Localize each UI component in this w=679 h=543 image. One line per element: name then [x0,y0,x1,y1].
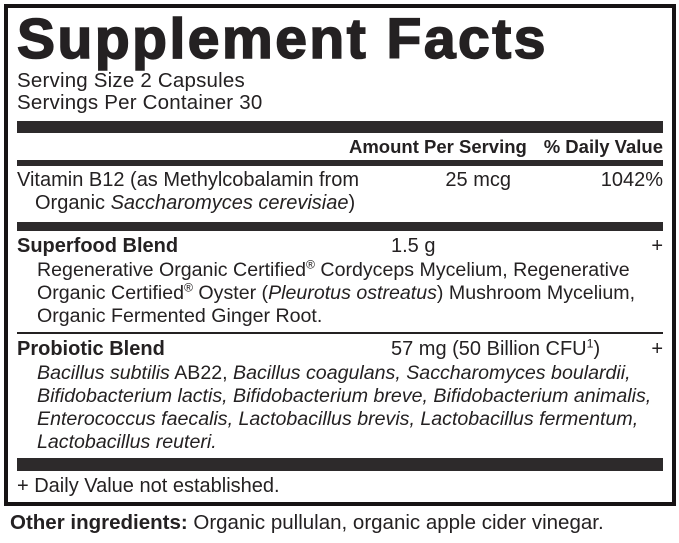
panel-title: Supplement Facts [16,7,548,71]
probiotic-blend-daily-value: + [651,338,663,360]
serving-size: Serving Size 2 Capsules [17,69,245,92]
divider-bar-top [17,121,663,133]
superfood-blend-daily-value: + [651,235,663,257]
vitamin-b12-daily-value: 1042% [600,169,663,191]
registered-mark: ® [306,257,315,272]
registered-mark: ® [184,280,193,295]
other-ingredients-text: Organic pullulan, organic apple cider vi… [187,511,604,534]
serving-info: Serving Size 2 Capsules Servings Per Con… [17,70,663,114]
divider-bar-footnote [17,458,663,471]
daily-value-footnote: + Daily Value not established. [17,475,280,497]
footnote-superscript: 1 [586,336,594,351]
vitamin-b12-name-line2: Organic Saccharomyces cerevisiae) [35,192,356,214]
column-header-amount: Amount Per Serving [349,136,527,157]
species-name: Pleurotus ostreatus [268,282,437,304]
vitamin-b12-amount: 25 mcg [445,169,511,191]
vitamin-b12-name-line1: Vitamin B12 (as Methylcobalamin from [17,169,359,191]
servings-per-container: Servings Per Container 30 [17,91,263,114]
superfood-blend-description: Regenerative Organic Certified® Cordycep… [37,257,636,327]
divider-rule-probiotic [17,332,663,334]
vitamin-b12-name: Vitamin B12 (as Methylcobalamin from Org… [17,169,377,215]
row-vitamin-b12: Vitamin B12 (as Methylcobalamin from Org… [17,166,663,215]
probiotic-blend-name: Probiotic Blend [17,338,165,360]
row-probiotic-blend: Probiotic Blend 57 mg (50 Billion CFU1) … [17,334,663,361]
supplement-facts-panel: Supplement Facts Serving Size 2 Capsules… [4,4,676,506]
row-superfood-blend: Superfood Blend 1.5 g + [17,231,663,258]
superfood-blend-name: Superfood Blend [17,235,179,257]
other-ingredients: Other ingredients: Organic pullulan, org… [4,511,676,535]
other-ingredients-label: Other ingredients: [10,511,188,534]
strain-code: AB22, [169,362,234,384]
divider-bar-superfood [17,222,663,231]
divider-bar-header [17,160,663,166]
probiotic-blend-description: Bacillus subtilis AB22, Bacillus coagula… [37,362,652,453]
superfood-blend-amount: 1.5 g [391,235,436,257]
column-header-row: Amount Per Serving % Daily Value [17,133,663,160]
column-header-daily-value: % Daily Value [543,136,663,157]
probiotic-blend-amount: 57 mg (50 Billion CFU1) [391,336,601,360]
